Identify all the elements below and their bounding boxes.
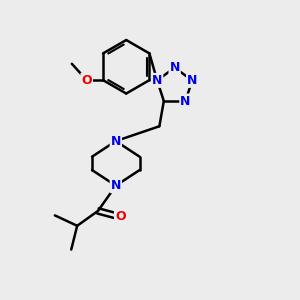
Text: N: N bbox=[152, 74, 162, 87]
Text: O: O bbox=[81, 74, 92, 87]
Text: N: N bbox=[169, 61, 180, 74]
Text: N: N bbox=[111, 179, 121, 192]
Text: O: O bbox=[115, 210, 126, 224]
Text: N: N bbox=[111, 135, 121, 148]
Text: N: N bbox=[187, 74, 197, 87]
Text: N: N bbox=[180, 94, 191, 107]
